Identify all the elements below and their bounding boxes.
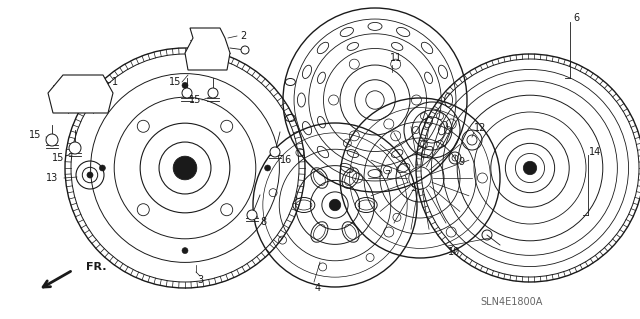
Text: 3: 3	[197, 275, 203, 285]
Circle shape	[241, 46, 249, 54]
Circle shape	[182, 248, 188, 254]
Text: 16: 16	[280, 155, 292, 165]
Text: 4: 4	[315, 283, 321, 293]
Circle shape	[99, 165, 106, 171]
Circle shape	[69, 142, 81, 154]
Text: 2: 2	[240, 31, 246, 41]
Text: FR.: FR.	[86, 262, 106, 272]
Text: 14: 14	[589, 147, 601, 157]
Text: 7: 7	[384, 170, 390, 180]
Text: 15: 15	[189, 95, 201, 105]
Text: 1: 1	[112, 77, 118, 87]
Text: 15: 15	[52, 153, 64, 163]
Circle shape	[247, 210, 257, 220]
Text: 10: 10	[448, 247, 460, 257]
Text: SLN4E1800A: SLN4E1800A	[480, 297, 542, 307]
Text: 13: 13	[46, 173, 58, 183]
Circle shape	[87, 172, 93, 178]
Text: 11: 11	[390, 53, 402, 63]
Text: 6: 6	[573, 13, 579, 23]
Circle shape	[46, 134, 58, 146]
Text: 5: 5	[410, 183, 416, 193]
Text: 15: 15	[169, 77, 181, 87]
Circle shape	[329, 199, 340, 211]
Text: 9: 9	[458, 157, 464, 167]
Text: 12: 12	[474, 123, 486, 133]
Circle shape	[264, 165, 271, 171]
Text: 8: 8	[260, 217, 266, 227]
Text: 15: 15	[29, 130, 41, 140]
Circle shape	[270, 147, 280, 157]
Polygon shape	[185, 28, 230, 70]
Circle shape	[208, 88, 218, 98]
Circle shape	[173, 156, 197, 180]
Polygon shape	[48, 75, 113, 113]
Circle shape	[182, 82, 188, 88]
Circle shape	[182, 88, 192, 98]
Circle shape	[524, 161, 537, 175]
